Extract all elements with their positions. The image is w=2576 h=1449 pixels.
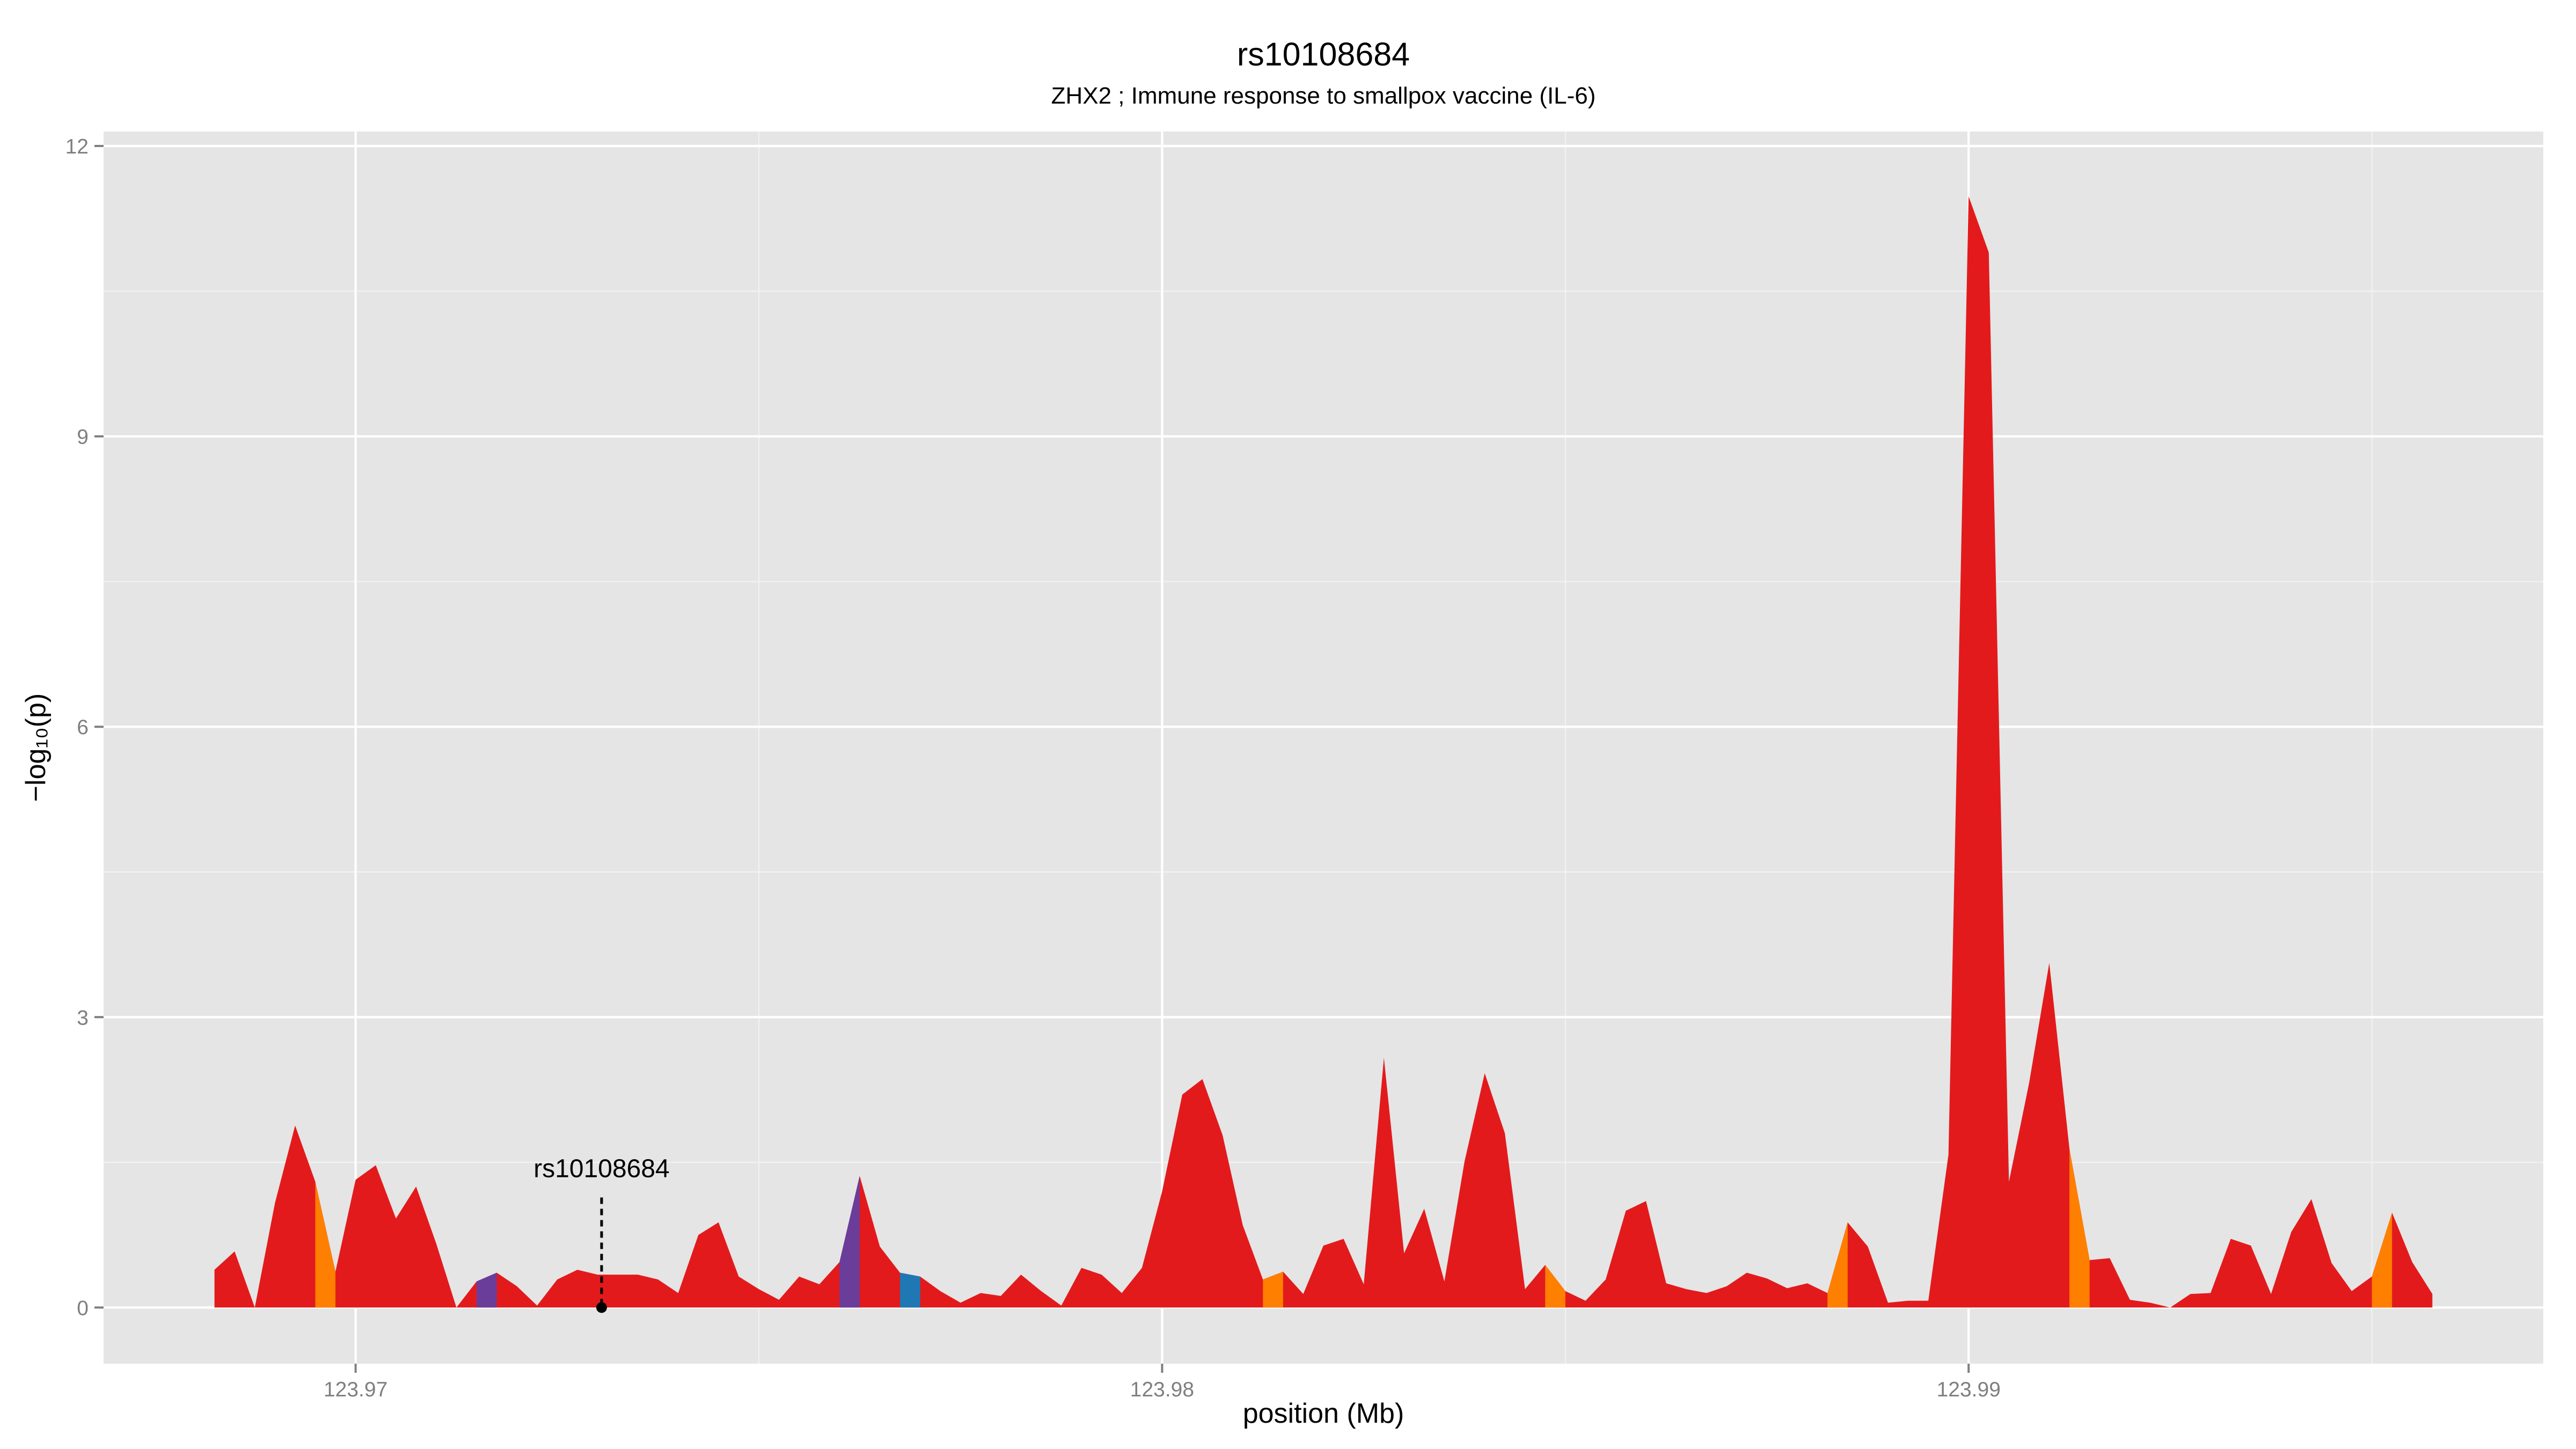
- y-tick-label: 3: [77, 1006, 89, 1029]
- ld-fill-segment: [477, 1272, 497, 1308]
- ld-fill-segment: [2069, 1148, 2090, 1308]
- y-tick-label: 0: [77, 1297, 89, 1320]
- x-tick-label: 123.97: [324, 1378, 387, 1401]
- chart-title: rs10108684: [1237, 36, 1410, 72]
- chart-subtitle: ZHX2 ; Immune response to smallpox vacci…: [1051, 83, 1596, 109]
- x-axis-title: position (Mb): [1243, 1398, 1404, 1429]
- y-axis: 0 3 6 9 12: [65, 135, 104, 1320]
- x-tick-label: 123.98: [1130, 1378, 1194, 1401]
- y-tick-label: 9: [77, 426, 89, 449]
- plot-panel: [104, 131, 2543, 1364]
- y-axis-title: −log₁₀(p): [20, 693, 52, 802]
- area-series: [214, 196, 2433, 1308]
- ld-fill-segment: [315, 1181, 336, 1308]
- ld-fill-segment: [900, 1272, 920, 1308]
- minor-grid: [104, 131, 2543, 1364]
- ld-fill-segment: [839, 1176, 860, 1308]
- annotation-point: [596, 1302, 607, 1313]
- snp-annotation: rs10108684: [533, 1154, 670, 1313]
- ld-fill-segment: [1263, 1271, 1283, 1308]
- y-tick-label: 12: [65, 135, 89, 158]
- annotation-label: rs10108684: [533, 1154, 670, 1183]
- y-tick-label: 6: [77, 716, 89, 739]
- ld-fill-segment: [1827, 1222, 1848, 1308]
- x-axis: 123.97 123.98 123.99: [324, 1364, 2001, 1401]
- x-tick-label: 123.99: [1937, 1378, 2001, 1401]
- association-area: [214, 196, 2433, 1308]
- ld-fill-segment: [1545, 1265, 1565, 1308]
- ld-fill-segment: [2372, 1212, 2392, 1308]
